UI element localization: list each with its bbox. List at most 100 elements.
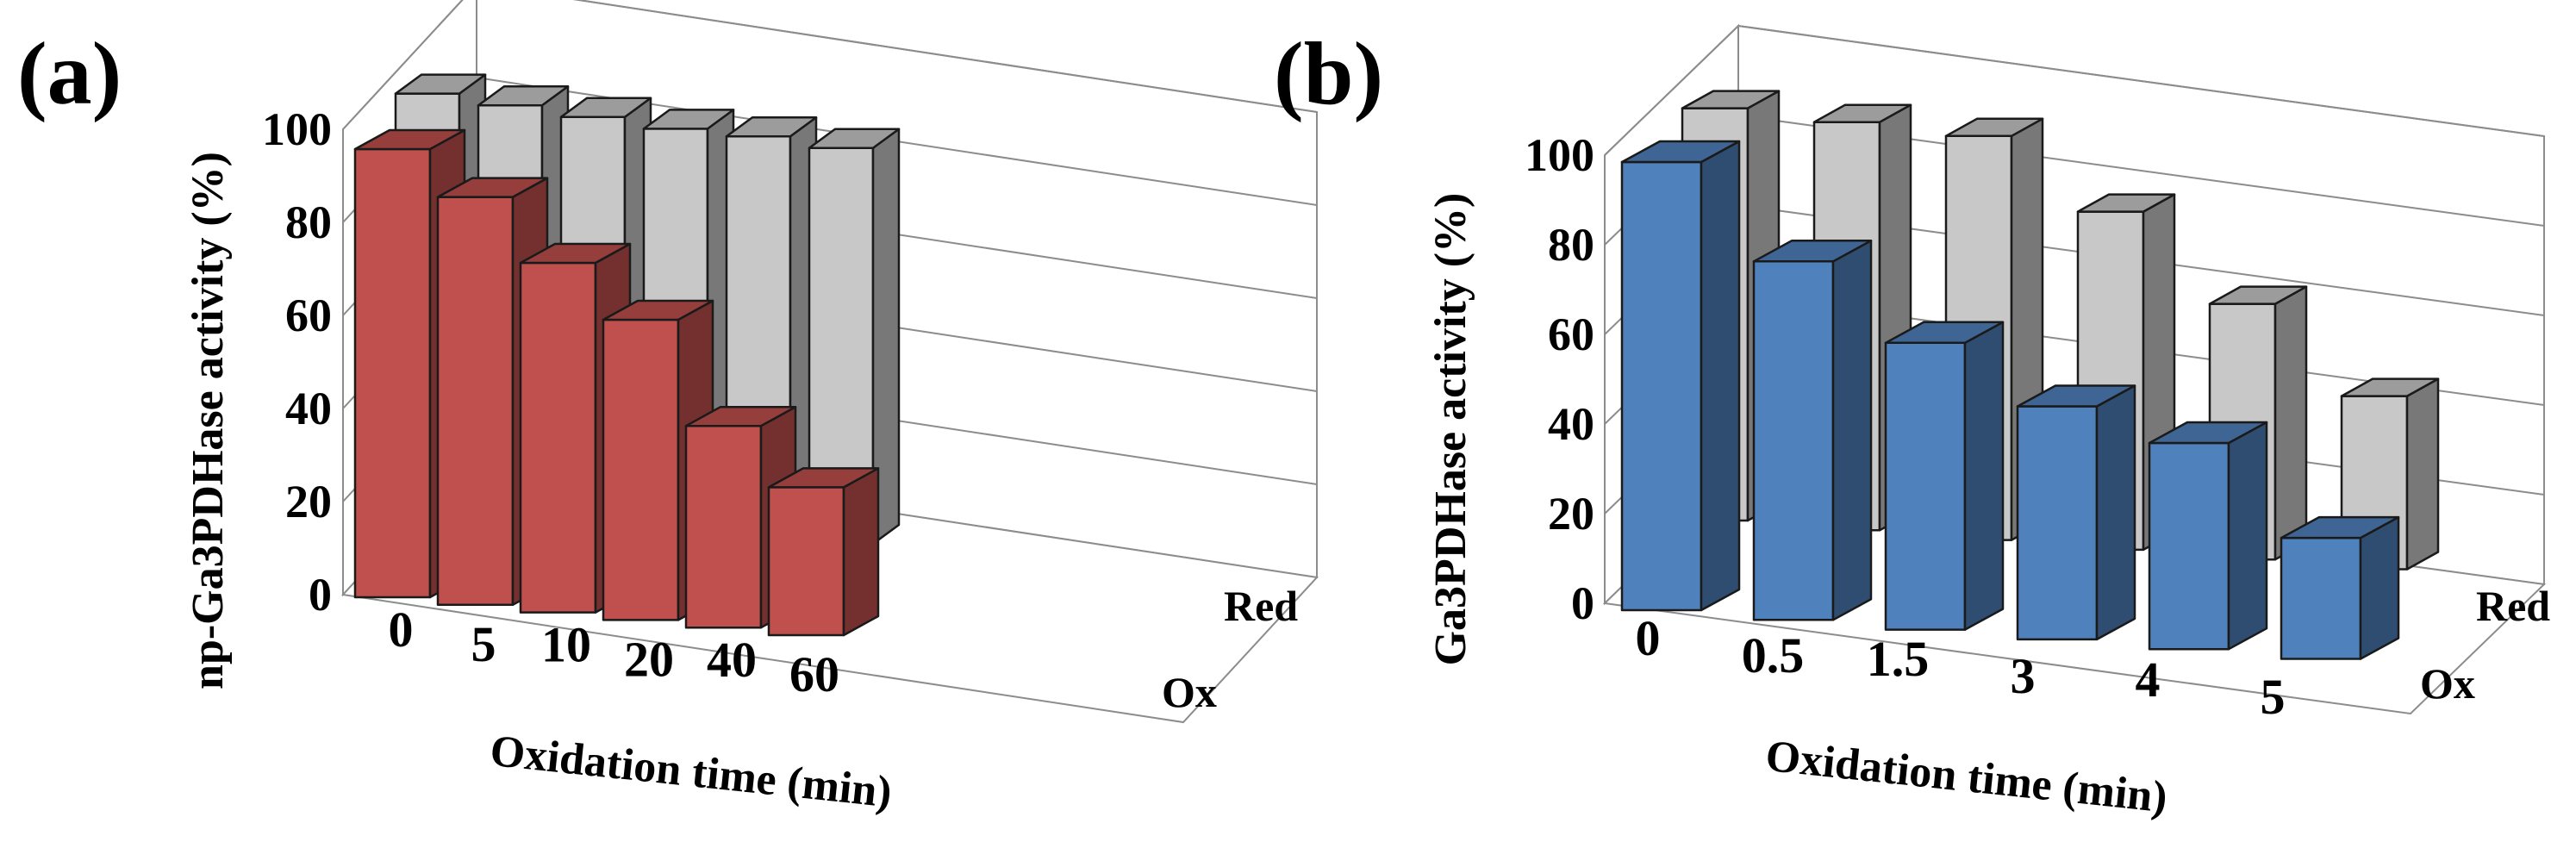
bar-top-face [436,177,549,198]
ox-bar-1.5 [1884,321,2005,631]
bar-top-face [1681,90,1781,109]
bar-front-face [767,486,845,637]
bar-top-face [767,467,880,489]
ox-bar-3 [2016,384,2136,641]
y-tick-label: 40 [1548,398,1594,450]
series-label-ox: Ox [2420,659,2475,708]
x-category-label: 5 [471,616,496,672]
x-category-label: 0 [1636,610,1661,666]
bar-front-face [2016,405,2099,641]
bar-top-face [394,73,487,95]
panel-a-y-axis-label: np-Ga3PDHase activity (%) [184,152,233,689]
bar-front-face [2148,441,2230,651]
gridline [342,0,1318,130]
y-tick-label: 20 [285,476,332,527]
bar-top-face [642,109,735,130]
bar-top-face [602,299,714,321]
panel-b-x-axis-label: Oxidation time (min) [1763,732,2169,823]
panel-b-ox-series [1620,140,2400,660]
bar-side-face [1831,240,1873,621]
y-tick-label: 100 [1525,129,1594,181]
series-label-red: Red [2476,582,2550,630]
panel-a-label: (a) [17,24,122,123]
bar-side-face [1963,321,2005,631]
bar-top-face [1620,140,1741,164]
panel-a-ox-series [353,128,880,637]
bar-top-face [2280,515,2400,540]
panel-a-categories: 0 5 10 20 40 60 [389,602,840,702]
bar-front-face [519,261,597,614]
y-tick-label: 60 [1548,309,1594,360]
bar-top-face [1752,240,1873,263]
panel-b-y-axis-label: Ga3PDHase activity (%) [1426,193,1475,666]
bar-side-face [2227,421,2268,651]
x-category-label: 1.5 [1867,631,1930,687]
bar-front-face [353,147,432,599]
ox-bar-0 [1620,140,1741,612]
x-category-label: 10 [541,617,591,673]
y-tick-label: 60 [285,290,332,341]
x-category-label: 4 [2136,652,2161,708]
ox-bar-60 [767,467,880,637]
x-category-label: 40 [707,632,757,688]
panel-b-label: (b) [1274,24,1383,123]
ox-bar-0.5 [1752,240,1873,621]
bar-top-face [1884,321,2005,345]
bar-top-face [2148,421,2268,445]
bar-top-face [559,97,652,119]
panel-b-categories: 0 0.5 1.5 3 4 5 [1636,610,2286,725]
x-category-label: 0 [389,602,414,658]
panel-a-x-axis-label: Oxidation time (min) [488,727,894,818]
series-label-ox: Ox [1162,668,1217,716]
y-tick-label: 0 [309,569,332,621]
bar-side-face [2405,377,2440,571]
bar-top-face [1944,117,2044,138]
gridline [1604,24,2545,156]
y-tick-label: 80 [285,196,332,248]
bar-side-face [1700,140,1741,612]
bar-top-face [2016,384,2136,408]
ox-bar-4 [2148,421,2268,651]
bar-top-face [725,115,818,138]
bar-side-face [2359,515,2400,660]
y-tick-label: 100 [262,103,332,155]
ox-bar-5 [2280,515,2400,660]
bar-side-face [2273,285,2308,561]
red-bar-60 [808,128,901,546]
bar-top-face [519,242,632,265]
bar-top-face [477,84,570,107]
bar-front-face [684,424,763,629]
y-tick-label: 20 [1548,488,1594,540]
bar-top-face [2208,285,2308,305]
bar-front-face [1620,160,1703,612]
bar-top-face [684,405,797,427]
bar-side-face [2095,384,2136,641]
x-category-label: 60 [789,646,839,702]
x-category-label: 3 [2011,648,2036,704]
x-category-label: 0.5 [1742,627,1805,683]
y-tick-label: 80 [1548,219,1594,271]
bar-top-face [808,128,901,149]
bar-front-face [1752,260,1835,621]
bar-top-face [353,128,466,151]
bar-front-face [436,196,515,607]
panel-b-y-ticks: 0 20 40 60 80 100 [1525,129,1594,629]
x-category-label: 5 [2261,669,2286,725]
bar-front-face [602,318,680,621]
series-label-red: Red [1224,582,1298,630]
bar-side-face [842,467,880,637]
y-tick-label: 0 [1571,577,1594,629]
bar-top-face [2340,377,2440,397]
bar-front-face [2280,536,2362,660]
bar-front-face [1884,341,1967,631]
bar-top-face [1812,103,1912,123]
panel-a-y-ticks: 0 20 40 60 80 100 [262,103,332,621]
y-tick-label: 40 [285,383,332,434]
x-category-label: 20 [624,631,674,687]
bar-top-face [2076,193,2176,213]
